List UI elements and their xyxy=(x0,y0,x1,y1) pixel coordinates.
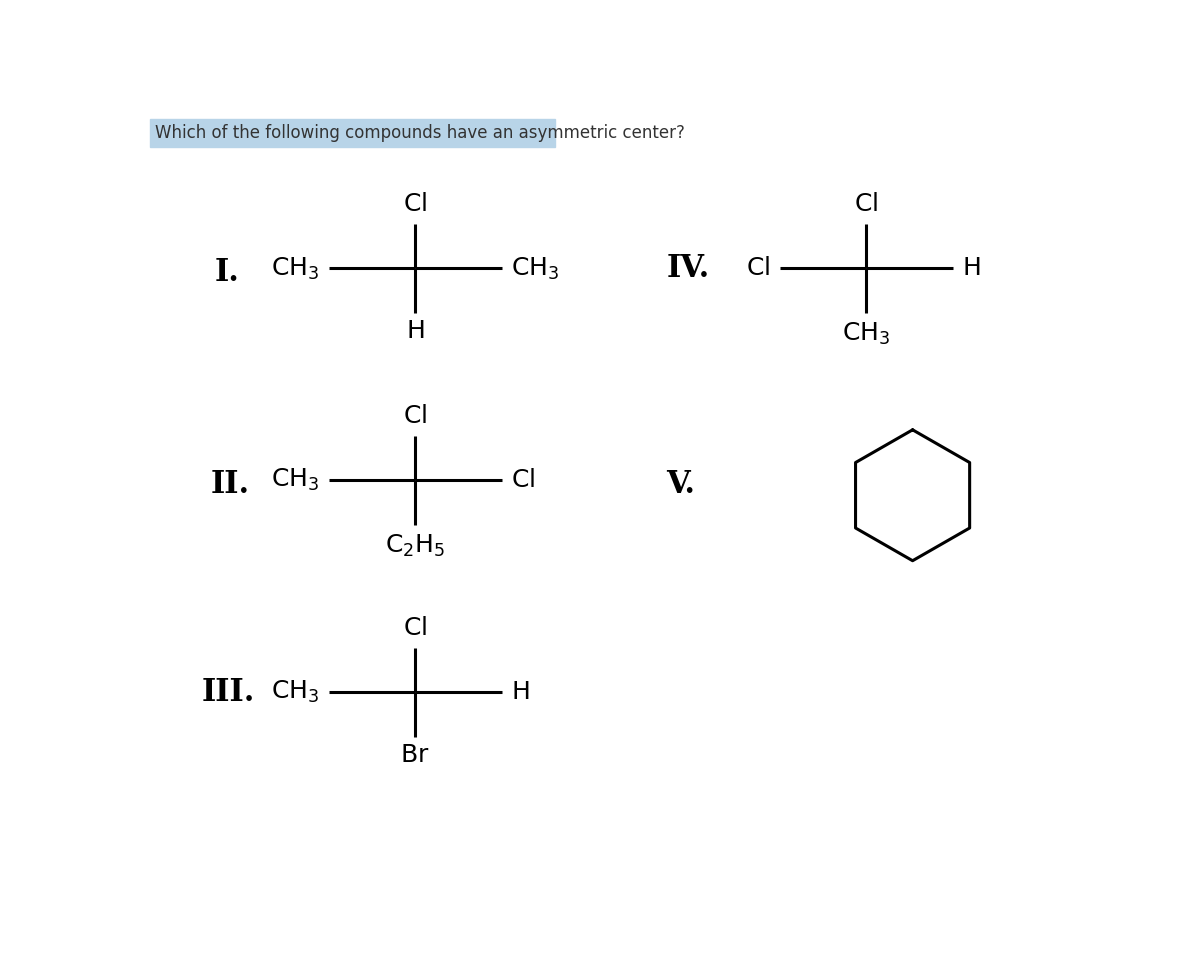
Text: I.: I. xyxy=(215,257,240,288)
Text: $\mathrm{CH_3}$: $\mathrm{CH_3}$ xyxy=(511,255,559,281)
FancyBboxPatch shape xyxy=(150,119,554,147)
Text: $\mathrm{H}$: $\mathrm{H}$ xyxy=(511,681,529,704)
Text: $\mathrm{CH_3}$: $\mathrm{CH_3}$ xyxy=(271,679,319,705)
Text: $\mathrm{Br}$: $\mathrm{Br}$ xyxy=(401,745,430,767)
Text: II.: II. xyxy=(210,469,250,499)
Text: $\mathrm{CH_3}$: $\mathrm{CH_3}$ xyxy=(842,321,890,347)
Text: IV.: IV. xyxy=(666,253,709,284)
Text: $\mathrm{Cl}$: $\mathrm{Cl}$ xyxy=(854,193,878,216)
Text: $\mathrm{Cl}$: $\mathrm{Cl}$ xyxy=(403,406,427,428)
Text: $\mathrm{Cl}$: $\mathrm{Cl}$ xyxy=(403,617,427,640)
Text: $\mathrm{Cl}$: $\mathrm{Cl}$ xyxy=(403,193,427,216)
Text: $\mathrm{CH_3}$: $\mathrm{CH_3}$ xyxy=(271,468,319,494)
Text: $\mathrm{Cl}$: $\mathrm{Cl}$ xyxy=(511,469,535,492)
Text: $\mathrm{H}$: $\mathrm{H}$ xyxy=(406,321,425,344)
Text: $\mathrm{CH_3}$: $\mathrm{CH_3}$ xyxy=(271,255,319,281)
Text: $\mathrm{C_2H_5}$: $\mathrm{C_2H_5}$ xyxy=(385,532,445,558)
Text: V.: V. xyxy=(666,469,695,499)
Text: $\mathrm{H}$: $\mathrm{H}$ xyxy=(962,257,980,280)
Text: Which of the following compounds have an asymmetric center?: Which of the following compounds have an… xyxy=(155,124,684,142)
Text: $\mathrm{Cl}$: $\mathrm{Cl}$ xyxy=(746,257,770,280)
Text: III.: III. xyxy=(202,677,254,708)
